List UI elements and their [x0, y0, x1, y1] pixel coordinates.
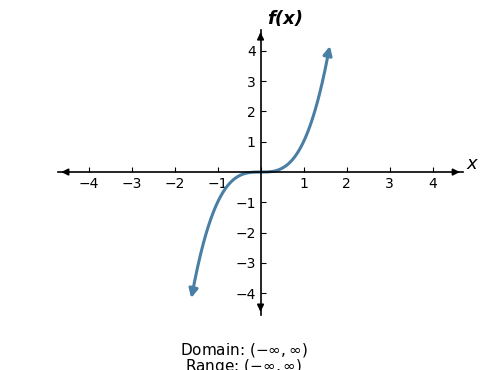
Text: f(x): f(x): [267, 10, 303, 28]
Text: Domain: $(-\infty, \infty)$: Domain: $(-\infty, \infty)$: [180, 341, 307, 359]
Text: Range: $(-\infty, \infty)$: Range: $(-\infty, \infty)$: [185, 357, 302, 370]
Text: x: x: [467, 155, 478, 174]
